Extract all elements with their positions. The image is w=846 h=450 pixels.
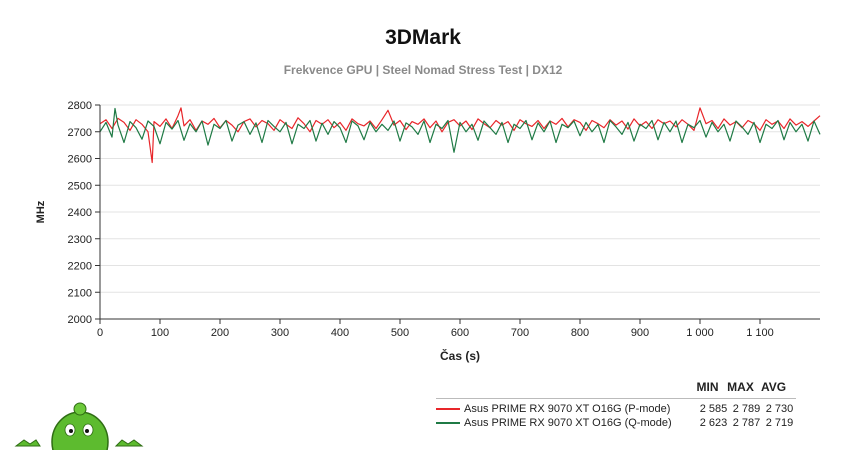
legend-series-name: Asus PRIME RX 9070 XT O16G (P-mode): [464, 403, 671, 415]
x-tick-label: 100: [151, 327, 169, 339]
axes: 2000 2100 2200 2300 2400 2500 2600 2700 2800 0 100…: [68, 100, 820, 339]
x-tick-label: 900: [631, 327, 649, 339]
legend-swatch-green: [436, 422, 460, 424]
legend-header-max: MAX: [727, 380, 754, 394]
y-axis-label: MHz: [35, 200, 47, 223]
x-tick-label: 500: [391, 327, 409, 339]
legend-item: Asus PRIME RX 9070 XT O16G (P-mode) 2 58…: [436, 402, 796, 416]
x-tick-label: 600: [451, 327, 469, 339]
y-tick-label: 2100: [68, 287, 92, 299]
legend-avg: 2 730: [765, 403, 794, 415]
y-tick-label: 2200: [68, 261, 92, 273]
mascot-hand-left: [14, 439, 41, 447]
x-axis-label: Čas (s): [440, 348, 480, 363]
y-tick-label: 2000: [68, 314, 92, 326]
legend-header: MIN MAX AVG: [436, 380, 796, 394]
y-tick-label: 2700: [68, 127, 92, 139]
series-layer: [99, 107, 821, 164]
legend-separator: [436, 398, 796, 399]
y-tick-label: 2300: [68, 234, 92, 246]
series-line-1: [99, 107, 821, 164]
series-line-2: [99, 107, 821, 153]
x-tick-label: 700: [511, 327, 529, 339]
x-tick-label: 400: [331, 327, 349, 339]
x-tick-label: 1 100: [746, 327, 774, 339]
x-tick-label: 1 000: [686, 327, 714, 339]
legend-min: 2 585: [699, 403, 728, 415]
legend: MIN MAX AVG Asus PRIME RX 9070 XT O16G (…: [436, 380, 796, 430]
legend-item: Asus PRIME RX 9070 XT O16G (Q-mode) 2 62…: [436, 416, 796, 430]
chart-plot: 2000 2100 2200 2300 2400 2500 2600 2700 2800 0 100…: [35, 100, 821, 363]
mascot-antenna: [73, 402, 87, 416]
y-tick-label: 2600: [68, 154, 92, 166]
legend-min: 2 623: [699, 417, 728, 429]
chart-title: 3DMark: [385, 26, 461, 49]
x-tick-label: 800: [571, 327, 589, 339]
mascot-logo: [14, 402, 144, 450]
y-tick-label: 2400: [68, 207, 92, 219]
x-tick-label: 300: [271, 327, 289, 339]
grid-lines: [100, 104, 820, 320]
mascot-pupil-right: [85, 429, 89, 433]
mascot-head: [51, 411, 109, 450]
legend-avg: 2 719: [765, 417, 794, 429]
x-tick-label: 200: [211, 327, 229, 339]
legend-swatch-red: [436, 408, 460, 410]
x-tick-label: 0: [97, 327, 103, 339]
legend-series-name: Asus PRIME RX 9070 XT O16G (Q-mode): [464, 417, 672, 429]
mascot-pupil-left: [69, 429, 73, 433]
legend-max: 2 789: [732, 403, 761, 415]
y-tick-label: 2500: [68, 180, 92, 192]
legend-header-min: MIN: [696, 380, 719, 394]
legend-max: 2 787: [732, 417, 761, 429]
mascot-hand-right: [114, 439, 144, 447]
legend-header-avg: AVG: [760, 380, 787, 394]
y-tick-label: 2800: [68, 100, 92, 112]
chart-subtitle: Frekvence GPU | Steel Nomad Stress Test …: [283, 63, 563, 77]
